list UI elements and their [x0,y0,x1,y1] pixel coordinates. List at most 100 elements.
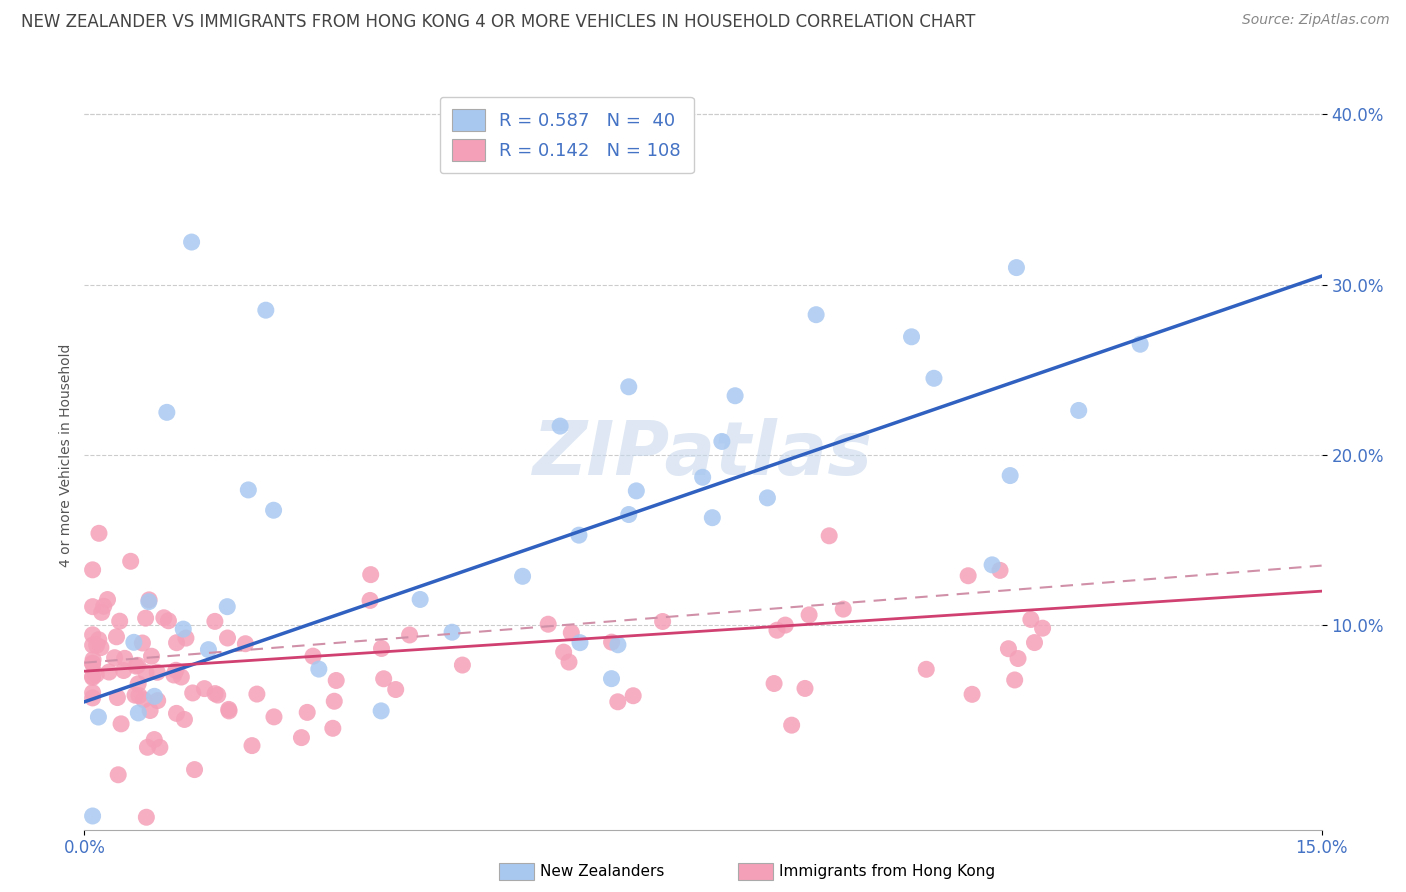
Point [724,389,747,403]
Point [143,690,166,704]
Point [1024,635,1046,649]
Point [451,658,474,673]
Point [82,671,104,685]
Text: Immigrants from Hong Kong: Immigrants from Hong Kong [779,864,995,879]
Point [96,592,118,607]
Point [548,419,571,434]
Point [325,673,347,688]
Point [775,618,797,632]
Point [82,686,104,700]
Point [131,636,153,650]
Point [82,669,104,683]
Point [409,592,432,607]
Point [263,503,285,517]
Point [90,606,112,620]
Point [135,611,157,625]
Point [166,706,188,721]
Point [568,528,591,542]
Point [246,687,269,701]
Point [360,567,382,582]
Point [804,308,827,322]
Point [135,665,157,680]
Point [124,688,146,702]
Point [290,731,312,745]
Text: NEW ZEALANDER VS IMMIGRANTS FROM HONG KONG 4 OR MORE VEHICLES IN HOUSEHOLD CORRE: NEW ZEALANDER VS IMMIGRANTS FROM HONG KO… [21,13,976,31]
Point [110,716,132,731]
Point [157,614,180,628]
Point [112,664,135,678]
Point [136,740,159,755]
Point [621,689,644,703]
Point [166,636,188,650]
Point [1067,403,1090,417]
Point [1032,621,1054,635]
Point [240,739,263,753]
Point [105,630,128,644]
Point [217,599,239,614]
Point [617,380,640,394]
Point [302,649,325,664]
Point [370,704,392,718]
Point [156,405,179,419]
Point [82,657,104,671]
Point [107,690,129,705]
Point [915,662,938,676]
Point [988,563,1011,577]
Point [766,624,789,638]
Point [957,568,980,582]
Point [82,656,104,670]
Point [153,611,176,625]
Point [204,687,226,701]
Point [87,526,110,541]
Point [359,593,381,607]
Point [560,625,582,640]
Point [180,235,202,249]
Point [922,371,945,385]
Legend: R = 0.587   N =  40, R = 0.142   N = 108: R = 0.587 N = 40, R = 0.142 N = 108 [440,97,693,173]
Point [600,635,623,649]
Point [82,690,104,705]
Point [710,434,733,449]
Point [146,665,169,680]
Point [238,483,260,497]
Point [537,617,560,632]
Point [998,468,1021,483]
Point [98,665,121,679]
Point [254,303,277,318]
Point [193,681,215,696]
Point [626,483,648,498]
Point [617,508,640,522]
Point [138,593,160,607]
Point [235,637,257,651]
Text: New Zealanders: New Zealanders [540,864,664,879]
Point [127,677,149,691]
Point [1005,260,1028,275]
Point [308,662,330,676]
Point [207,688,229,702]
Point [107,768,129,782]
Point [600,672,623,686]
Point [86,638,108,652]
Point [692,470,714,484]
Point [1007,651,1029,665]
Point [373,672,395,686]
Point [128,689,150,703]
Point [960,687,983,701]
Point [384,682,406,697]
Point [295,706,318,720]
Point [651,615,673,629]
Point [82,628,104,642]
Point [120,554,142,568]
Point [756,491,779,505]
Point [139,704,162,718]
Point [82,599,104,614]
Point [173,713,195,727]
Point [84,667,107,681]
Point [141,649,163,664]
Point [606,638,628,652]
Point [818,529,841,543]
Point [138,595,160,609]
Point [183,763,205,777]
Point [204,615,226,629]
Point [82,563,104,577]
